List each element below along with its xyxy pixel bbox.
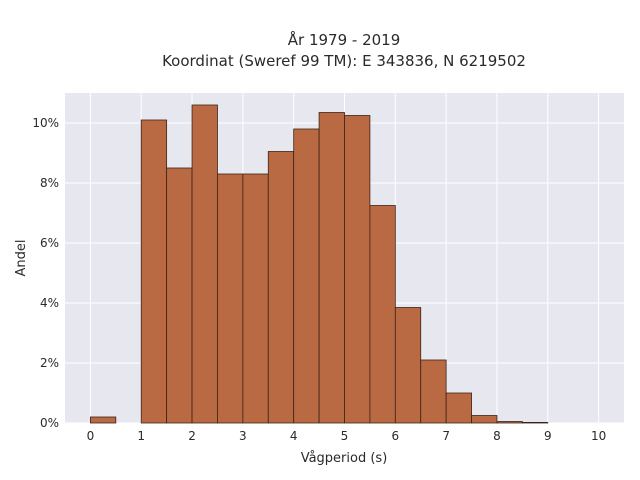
y-tick-label: 0% — [40, 416, 59, 430]
x-tick-label: 7 — [442, 429, 450, 443]
x-tick-label: 3 — [239, 429, 247, 443]
histogram-bar — [344, 115, 371, 424]
x-axis-label: Vågperiod (s) — [301, 451, 388, 466]
y-tick-label: 6% — [40, 236, 59, 250]
x-tick-label: 5 — [341, 429, 349, 443]
x-tick-label: 10 — [591, 429, 606, 443]
bars — [90, 104, 549, 424]
x-tick-label: 0 — [87, 429, 95, 443]
histogram-bar — [394, 307, 422, 424]
histogram-bar — [318, 112, 345, 424]
histogram-bar — [521, 421, 549, 424]
histogram-bar — [217, 173, 244, 424]
histogram-bar — [166, 167, 193, 424]
y-tick-label: 8% — [40, 176, 59, 190]
x-tick-label: 9 — [544, 429, 552, 443]
histogram-bar — [420, 359, 447, 424]
x-tick-label: 2 — [188, 429, 196, 443]
x-tick-label: 8 — [493, 429, 501, 443]
chart-title-line-2: Koordinat (Sweref 99 TM): E 343836, N 62… — [162, 52, 526, 70]
histogram-bar — [90, 416, 117, 424]
histogram-bar — [496, 421, 523, 424]
y-tick-label: 10% — [32, 116, 59, 130]
y-tick-label: 2% — [40, 356, 59, 370]
histogram-bar — [267, 151, 295, 424]
y-axis-label: Andel — [14, 240, 29, 277]
histogram-bar — [471, 415, 498, 424]
histogram-bar — [369, 205, 396, 424]
histogram-bar — [191, 104, 218, 424]
chart-title-line-1: År 1979 - 2019 — [288, 30, 401, 49]
tick-labels: 0 1 2 3 4 5 6 7 8 9 10 0% 2% 4% 6% 8% 10% — [32, 116, 606, 443]
histogram-bar — [293, 128, 320, 424]
x-tick-label: 6 — [391, 429, 399, 443]
y-tick-label: 4% — [40, 296, 59, 310]
x-tick-label: 1 — [137, 429, 145, 443]
x-tick-label: 4 — [290, 429, 298, 443]
histogram-bar — [140, 119, 168, 424]
histogram-bar — [445, 392, 472, 424]
histogram-bar — [242, 173, 269, 424]
